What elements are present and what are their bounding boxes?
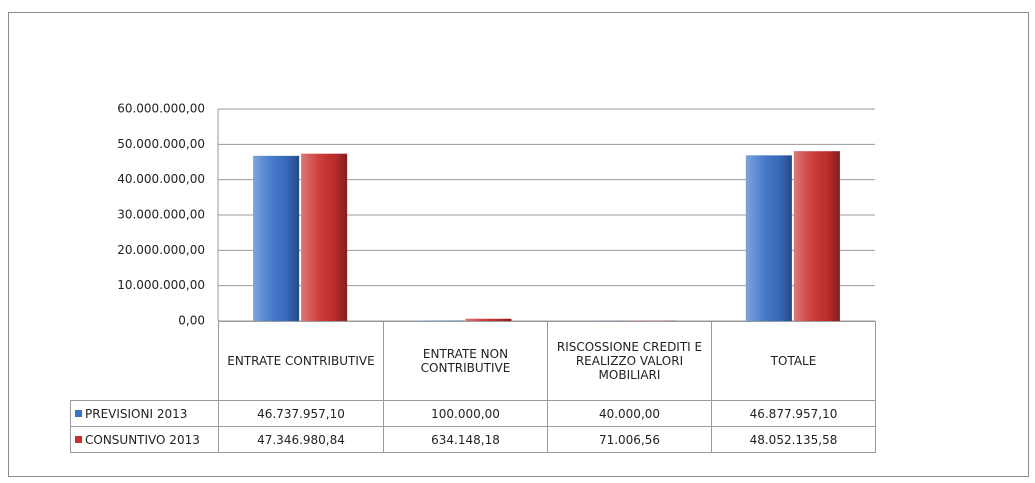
data-label: 634.148,18: [383, 426, 548, 453]
legend-entry: PREVISIONI 2013: [70, 400, 219, 427]
data-table: ENTRATE CONTRIBUTIVE ENTRATE NON CONTRIBU…: [70, 321, 876, 453]
x-tick-label: ENTRATE CONTRIBUTIVE: [218, 321, 384, 401]
data-label: 100.000,00: [383, 400, 548, 427]
series-row: PREVISIONI 2013 46.737.957,10 100.000,00 40…: [70, 400, 876, 427]
chart-frame: [8, 12, 1029, 477]
y-tick-label: 60.000.000,00: [117, 102, 205, 116]
data-label: 48.052.135,58: [711, 426, 876, 453]
x-tick-label: TOTALE: [711, 321, 876, 401]
series-row: CONSUNTIVO 2013 47.346.980,84 634.148,18 71…: [70, 426, 876, 453]
legend-entry: CONSUNTIVO 2013: [70, 426, 219, 453]
blank-cell: [71, 322, 219, 401]
data-label: 71.006,56: [547, 426, 712, 453]
bar: [745, 155, 792, 321]
y-tick-label: 0,00: [178, 314, 205, 328]
y-tick-label: 20.000.000,00: [117, 243, 205, 257]
bar: [301, 153, 348, 321]
category-row: ENTRATE CONTRIBUTIVE ENTRATE NON CONTRIBU…: [71, 321, 876, 401]
y-tick-label: 30.000.000,00: [117, 208, 205, 222]
bar: [793, 151, 840, 321]
bar: [253, 155, 300, 321]
y-tick-label: 10.000.000,00: [117, 278, 205, 292]
legend-swatch: [75, 409, 82, 417]
data-label: 46.877.957,10: [711, 400, 876, 427]
data-label: 46.737.957,10: [218, 400, 384, 427]
data-label: 40.000,00: [547, 400, 712, 427]
y-tick-label: 40.000.000,00: [117, 172, 205, 186]
legend-label: PREVISIONI 2013: [85, 406, 188, 421]
legend-swatch: [75, 435, 82, 443]
y-tick-label: 50.000.000,00: [117, 137, 205, 151]
data-label: 47.346.980,84: [218, 426, 384, 453]
x-tick-label: ENTRATE NON CONTRIBUTIVE: [383, 321, 548, 401]
legend-label: CONSUNTIVO 2013: [85, 432, 200, 447]
x-tick-label: RISCOSSIONE CREDITI E REALIZZO VALORI MO…: [547, 321, 712, 401]
